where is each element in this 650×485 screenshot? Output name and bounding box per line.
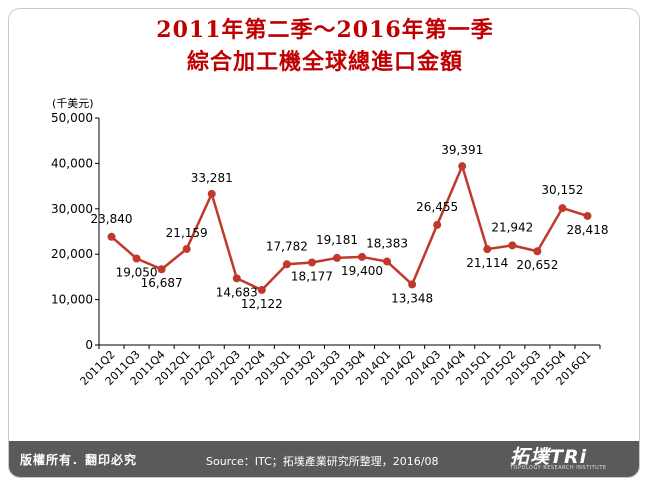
data-point [583, 211, 592, 220]
data-label: 30,152 [541, 183, 583, 197]
data-point [433, 220, 442, 229]
data-label: 26,455 [416, 200, 458, 214]
data-point [483, 245, 492, 254]
data-point [132, 254, 141, 263]
data-label: 16,687 [141, 276, 183, 290]
data-label: 28,418 [566, 223, 608, 237]
y-tick-label: 10,000 [51, 293, 93, 307]
data-label: 18,383 [366, 237, 408, 251]
data-point [508, 241, 517, 250]
y-tick-label: 50,000 [51, 111, 93, 125]
data-label: 18,177 [291, 269, 333, 283]
data-point [232, 274, 241, 283]
y-tick-label: 20,000 [51, 247, 93, 261]
data-point [282, 260, 291, 269]
data-label: 23,840 [91, 212, 133, 226]
data-point [383, 257, 392, 266]
data-point [558, 204, 567, 213]
data-label: 19,181 [316, 233, 358, 247]
data-label: 33,281 [191, 171, 233, 185]
line-chart: 010,00020,00030,00040,00050,000(千美元)2011… [51, 97, 608, 388]
y-axis-label: (千美元) [52, 97, 94, 110]
data-label: 13,348 [391, 291, 433, 305]
chart-title-line1: 2011年第二季～2016年第一季 [156, 17, 494, 43]
data-label: 39,391 [441, 143, 483, 157]
chart-frame [8, 8, 640, 478]
data-label: 19,050 [116, 266, 158, 280]
data-point [207, 189, 216, 198]
data-point [307, 258, 316, 267]
data-label: 12,122 [241, 297, 283, 311]
data-label: 17,782 [266, 239, 308, 253]
data-point [257, 285, 266, 294]
data-label: 19,400 [341, 264, 383, 278]
data-point [157, 265, 166, 274]
data-point [533, 247, 542, 256]
chart-title-line2: 綜合加工機全球總進口金額 [186, 49, 463, 75]
y-tick-label: 0 [85, 338, 93, 352]
data-point [358, 252, 367, 261]
y-tick-label: 30,000 [51, 202, 93, 216]
logo-wordmark: 拓墣TRi [510, 446, 588, 468]
footer-bar [9, 441, 639, 477]
y-tick-label: 40,000 [51, 156, 93, 170]
data-point [458, 162, 467, 171]
data-point [332, 253, 341, 262]
series-line [110, 164, 588, 292]
data-point [408, 280, 417, 289]
logo-subtitle: TOPOLOGY RESEARCH INSTITUTE [510, 465, 607, 471]
data-point [107, 232, 116, 241]
data-label: 20,652 [516, 258, 558, 272]
data-label: 21,159 [166, 226, 208, 240]
tri-logo: 拓墣TRi TOPOLOGY RESEARCH INSTITUTE [510, 442, 630, 476]
copyright-notice: 版權所有．翻印必究 [20, 453, 138, 467]
data-point [182, 244, 191, 253]
data-label: 14,683 [216, 285, 258, 299]
source-note: Source：ITC；拓墣產業研究所整理，2016/08 [206, 455, 439, 468]
data-label: 21,114 [466, 256, 508, 270]
data-label: 21,942 [491, 220, 533, 234]
